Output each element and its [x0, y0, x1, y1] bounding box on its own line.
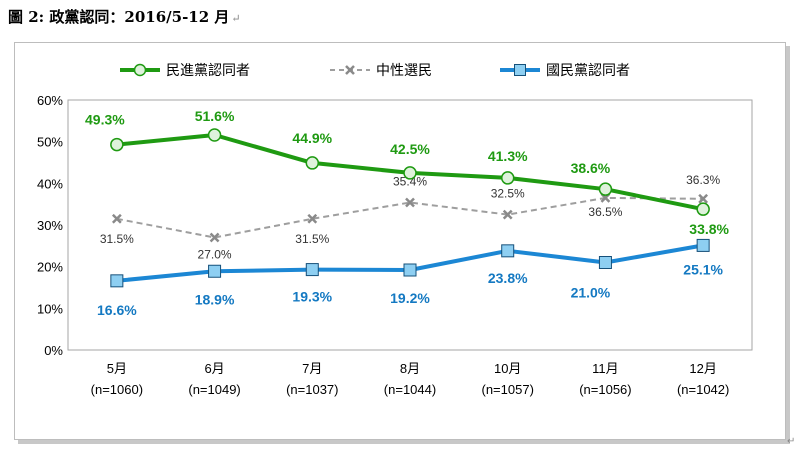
legend-label: 民進黨認同者 — [166, 63, 250, 79]
y-tick-label: 30% — [37, 218, 63, 233]
legend-label: 中性選民 — [376, 63, 432, 79]
data-label: 49.3% — [85, 112, 125, 128]
paragraph-mark-icon: ↵ — [231, 12, 241, 25]
x-sample-size-label: (n=1060) — [91, 382, 143, 397]
data-point — [696, 202, 710, 216]
data-point — [305, 156, 320, 170]
data-label: 38.6% — [571, 160, 611, 176]
legend-swatch-marker — [345, 65, 355, 75]
x-category-label: 10月 — [494, 361, 521, 376]
data-point — [598, 182, 613, 196]
data-point — [305, 263, 319, 277]
data-point — [208, 264, 222, 278]
x-sample-size-label: (n=1057) — [482, 382, 534, 397]
legend-swatch-marker — [133, 63, 147, 77]
legend-swatch-marker — [514, 64, 526, 76]
data-point — [501, 244, 515, 258]
data-point — [110, 274, 124, 288]
data-label: 41.3% — [488, 148, 528, 164]
x-category-label: 5月 — [107, 361, 127, 376]
data-label: 33.8% — [689, 221, 729, 237]
plot-area-border — [67, 99, 753, 351]
data-label: 42.5% — [390, 141, 430, 157]
x-sample-size-label: (n=1049) — [188, 382, 240, 397]
data-point — [307, 213, 318, 224]
x-category-label: 7月 — [302, 361, 322, 376]
data-label: 16.6% — [97, 302, 137, 318]
data-label: 31.5% — [100, 232, 134, 246]
x-category-label: 11月 — [592, 361, 619, 376]
data-label: 19.3% — [292, 289, 332, 305]
data-label: 25.1% — [683, 261, 723, 277]
y-tick-label: 0% — [44, 343, 63, 358]
data-point — [207, 128, 222, 142]
data-label: 19.2% — [390, 290, 430, 306]
figure-caption: 圖 2: 政黨認同：2016/5-12 月 ↵ — [8, 6, 241, 27]
chart-frame — [14, 42, 786, 440]
data-point — [502, 209, 513, 220]
data-point — [110, 137, 124, 152]
data-label: 31.5% — [295, 232, 329, 246]
data-label: 27.0% — [198, 248, 232, 262]
y-tick-label: 10% — [37, 301, 63, 316]
data-point — [403, 263, 417, 277]
data-point — [111, 213, 122, 224]
data-label: 23.8% — [488, 270, 528, 286]
x-category-label: 12月 — [689, 361, 716, 376]
legend-label: 國民黨認同者 — [546, 63, 630, 79]
x-sample-size-label: (n=1042) — [677, 382, 729, 397]
data-label: 21.0% — [571, 285, 611, 301]
paragraph-end-mark-icon: ↵ — [787, 436, 796, 447]
data-point — [403, 166, 417, 180]
x-category-label: 6月 — [204, 361, 224, 376]
figure-caption-text: 圖 2: 政黨認同：2016/5-12 月 — [8, 8, 230, 26]
data-label: 18.9% — [195, 291, 235, 307]
data-label: 32.5% — [491, 187, 525, 201]
data-label: 36.3% — [686, 173, 720, 187]
x-sample-size-label: (n=1056) — [579, 382, 631, 397]
x-sample-size-label: (n=1037) — [286, 382, 338, 397]
data-point — [500, 171, 515, 185]
data-point — [598, 256, 612, 269]
x-category-label: 8月 — [400, 361, 420, 376]
y-tick-label: 60% — [37, 93, 63, 108]
data-point — [698, 193, 709, 204]
data-point — [405, 197, 415, 208]
data-label: 51.6% — [195, 108, 235, 124]
x-sample-size-label: (n=1044) — [384, 382, 436, 397]
y-tick-label: 40% — [37, 176, 63, 191]
data-label: 35.4% — [393, 175, 427, 189]
data-point — [696, 238, 710, 252]
data-label: 36.5% — [588, 205, 622, 219]
data-label: 44.9% — [292, 130, 332, 146]
y-tick-label: 20% — [37, 260, 63, 275]
y-tick-label: 50% — [37, 135, 63, 150]
data-point — [209, 232, 220, 243]
